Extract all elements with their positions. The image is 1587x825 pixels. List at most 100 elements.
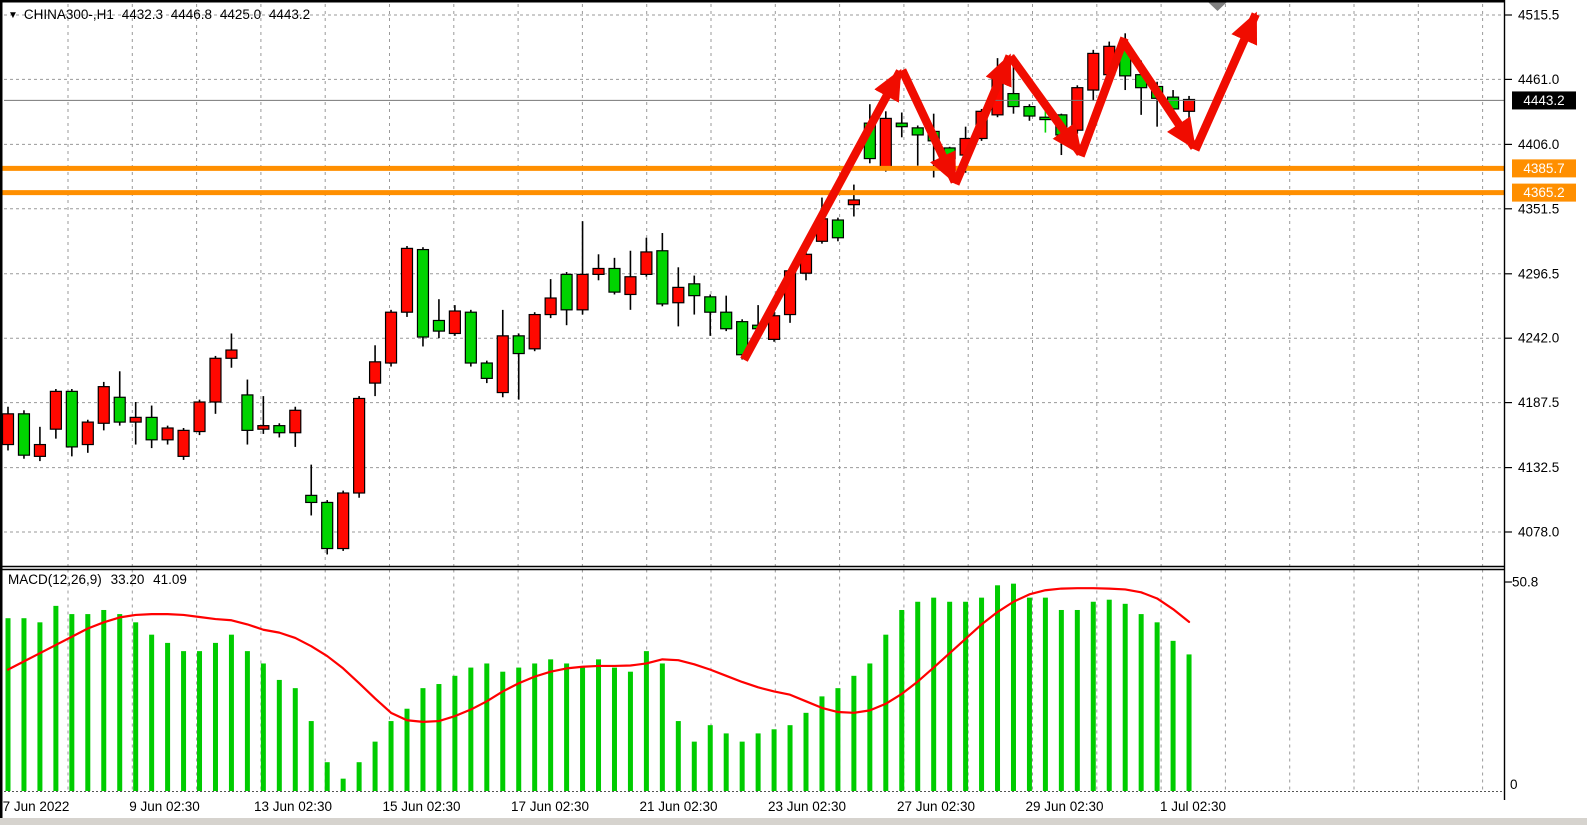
macd-main-value: 33.20	[110, 572, 145, 587]
macd-histogram-bar	[324, 762, 330, 791]
macd-histogram-bar	[867, 663, 873, 791]
macd-histogram-bar	[803, 712, 809, 791]
macd-histogram-bar	[149, 634, 155, 791]
macd-histogram-bar	[611, 667, 617, 791]
candle-bearish	[1087, 52, 1100, 91]
trend-arrow[interactable]	[1076, 36, 1129, 158]
level-price-badge-text: 4365.2	[1523, 185, 1564, 200]
candle-bearish	[1182, 98, 1196, 112]
price-axis-label: 4515.5	[1518, 8, 1559, 23]
window-left-border	[0, 0, 3, 818]
candle-bearish	[448, 310, 461, 335]
price-axis-label: 4351.5	[1518, 201, 1559, 216]
price-axis-label: 4461.0	[1518, 72, 1559, 87]
macd-histogram-bar	[117, 614, 123, 791]
macd-histogram-bar	[787, 725, 793, 791]
candle-bullish	[145, 416, 158, 441]
macd-axis-zero-label: 0	[1510, 777, 1518, 792]
macd-histogram-bar	[165, 642, 171, 791]
macd-histogram-bar	[372, 741, 378, 791]
candle-bullish	[464, 311, 477, 364]
trend-arrow[interactable]	[1191, 11, 1260, 152]
macd-histogram-bar	[500, 671, 506, 791]
candle-bearish	[81, 421, 94, 446]
candle-bearish	[49, 390, 62, 430]
time-axis-label: 23 Jun 02:30	[768, 799, 846, 814]
candle-bearish	[129, 416, 142, 423]
candle-bullish	[1023, 105, 1036, 117]
candle-bearish	[161, 427, 174, 441]
macd-histogram-bar	[883, 634, 889, 791]
time-scale[interactable]: 7 Jun 2022 9 Jun 02:30 13 Jun 02:30 15 Jun …	[3, 799, 1226, 814]
macd-histogram-bar	[516, 667, 522, 791]
main-chart-panel[interactable]	[1, 33, 1505, 555]
macd-histogram-bar	[819, 696, 825, 791]
macd-panel[interactable]	[4, 583, 1504, 792]
macd-histogram-bar	[260, 663, 266, 791]
bar-low-value: 4425.0	[219, 7, 262, 22]
macd-histogram-bar	[1090, 601, 1096, 791]
macd-histogram-bar	[1122, 603, 1128, 791]
macd-histogram-bar	[1010, 583, 1016, 791]
candle-bullish	[65, 390, 78, 448]
macd-histogram-bar	[771, 729, 777, 791]
candle-bullish	[273, 425, 286, 434]
time-axis-label: 29 Jun 02:30	[1025, 799, 1103, 814]
candle-bearish	[592, 267, 605, 275]
symbol-dropdown-icon[interactable]: ▼	[8, 10, 18, 21]
candle-bearish	[225, 349, 238, 359]
candle-bullish	[416, 248, 430, 338]
macd-histogram-bar	[691, 741, 697, 791]
macd-axis-max-label: 50.8	[1512, 575, 1538, 590]
chart-symbol-timeframe: CHINA300-,H1	[23, 7, 114, 22]
price-axis-label: 4187.5	[1518, 395, 1559, 410]
macd-histogram-bar	[69, 614, 75, 791]
price-axis-label: 4406.0	[1518, 137, 1559, 152]
candle-bullish	[704, 296, 717, 313]
candle-bullish	[608, 267, 621, 293]
candle-bullish	[17, 413, 31, 456]
candle-bearish	[1071, 87, 1084, 131]
macd-histogram-bar	[53, 605, 59, 791]
macd-indicator-header: MACD(12,26,9) 33.20 41.09	[8, 572, 192, 587]
macd-histogram-bar	[659, 663, 665, 791]
candle-bearish	[97, 386, 110, 424]
macd-histogram-bar	[915, 601, 921, 791]
macd-histogram-bar	[1154, 622, 1160, 791]
bar-close-value: 4443.2	[268, 7, 311, 22]
candle-bearish	[337, 492, 350, 550]
candle-bearish	[400, 247, 414, 313]
macd-histogram-bar	[643, 651, 649, 791]
macd-histogram-bar	[564, 663, 570, 791]
candle-bearish	[257, 425, 270, 430]
macd-histogram-bar	[851, 675, 857, 791]
time-axis-label: 21 Jun 02:30	[639, 799, 717, 814]
trend-arrow[interactable]	[1007, 54, 1084, 156]
candle-bearish	[544, 297, 557, 316]
trend-arrow[interactable]	[1119, 38, 1198, 150]
macd-histogram-bar	[468, 667, 474, 791]
candle-bearish	[289, 409, 302, 434]
candle-bearish	[33, 443, 47, 457]
macd-histogram-bar	[308, 721, 314, 791]
time-axis-label: 7 Jun 2022	[3, 799, 70, 814]
price-scale[interactable]: 4515.5 4461.0 4406.0 4351.5 4296.5 4242.0 4187…	[1504, 8, 1576, 793]
candle-bearish	[624, 276, 637, 296]
macd-histogram-bar	[388, 721, 394, 791]
macd-histogram-bar	[1026, 597, 1032, 791]
annotation-layer[interactable]	[2, 2, 1504, 362]
trend-arrow[interactable]	[951, 53, 1014, 186]
macd-histogram-bar	[995, 585, 1001, 791]
trend-arrow[interactable]	[898, 68, 959, 185]
macd-histogram-bar	[228, 634, 234, 791]
candle-bullish	[305, 494, 318, 504]
macd-histogram-bar	[404, 708, 410, 791]
macd-histogram-bar	[244, 651, 250, 791]
autoscroll-marker-icon[interactable]	[1208, 2, 1227, 11]
macd-histogram-bar	[85, 614, 91, 791]
macd-histogram-bar	[548, 659, 554, 791]
trend-arrow[interactable]	[740, 68, 904, 362]
